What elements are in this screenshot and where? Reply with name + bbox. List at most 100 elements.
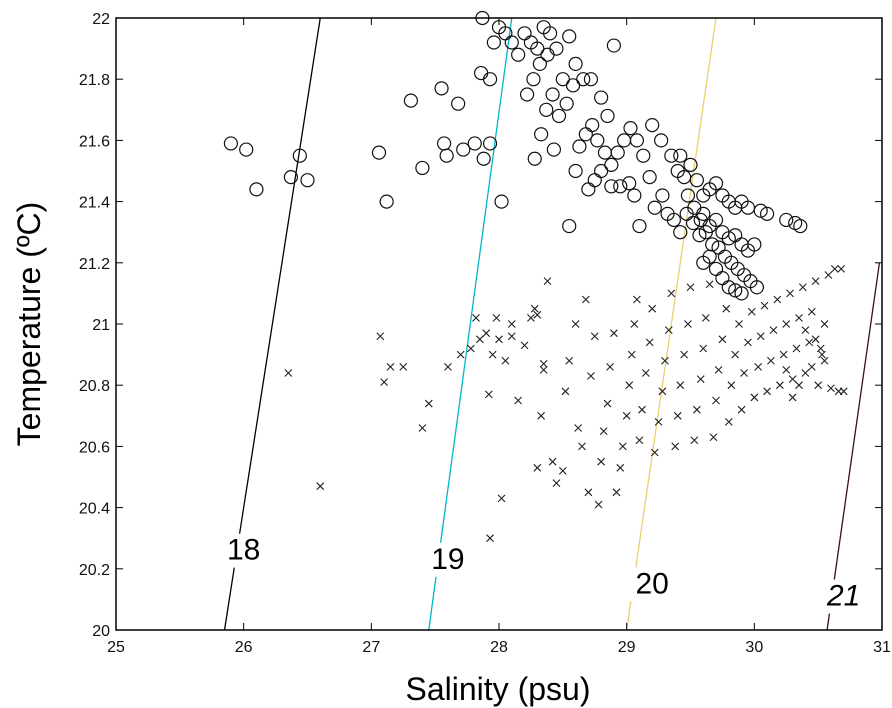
circle-point xyxy=(546,142,561,157)
circle-point xyxy=(572,139,587,154)
cross-point xyxy=(507,332,516,341)
cross-point xyxy=(514,396,523,405)
cross-point xyxy=(727,381,736,390)
isopycnal-label-19: 19 xyxy=(431,543,464,576)
cross-point xyxy=(788,393,797,402)
circle-point xyxy=(467,136,482,151)
cross-point xyxy=(801,369,810,377)
cross-point xyxy=(705,280,714,289)
cross-point xyxy=(760,301,769,310)
x-tick-label: 29 xyxy=(618,639,636,656)
cross-point xyxy=(807,307,816,316)
isopycnal-label-21: 21 xyxy=(826,580,860,613)
circle-point xyxy=(585,117,600,133)
y-tick-label: 21 xyxy=(92,317,110,334)
cross-point xyxy=(558,466,567,475)
y-tick-label: 22 xyxy=(92,11,110,28)
cross-point xyxy=(386,362,395,371)
y-tick-label: 21.8 xyxy=(79,72,110,89)
cross-point xyxy=(718,335,727,344)
cross-point xyxy=(376,332,385,341)
x-tick-label: 28 xyxy=(490,639,508,656)
cross-point xyxy=(497,494,506,503)
cross-point xyxy=(712,396,720,405)
circle-point xyxy=(613,179,628,194)
x-tick-label: 26 xyxy=(235,639,253,656)
circle-point xyxy=(600,108,615,124)
cross-point xyxy=(552,479,561,488)
cross-point xyxy=(827,384,835,393)
circle-point xyxy=(568,56,583,72)
cross-point xyxy=(805,338,814,347)
cross-point xyxy=(507,320,516,328)
cross-point xyxy=(616,463,625,472)
circle-point xyxy=(636,148,651,163)
circle-point xyxy=(594,90,609,105)
circle-point xyxy=(590,133,605,148)
circle-point xyxy=(702,249,717,264)
cross-point xyxy=(472,313,480,322)
cross-point xyxy=(792,344,801,353)
circle-point xyxy=(292,148,307,163)
axis-ticks: 25 26 27 28 29 30 31 20 20.2 20.4 20.6 20.8 21 21.2 21… xyxy=(79,11,891,656)
y-tick-label: 21.4 xyxy=(79,195,110,212)
circle-point xyxy=(604,179,619,194)
circle-point xyxy=(654,133,669,148)
circle-point xyxy=(223,136,238,151)
cross-point xyxy=(756,332,765,341)
circle-point xyxy=(664,148,679,163)
circle-point xyxy=(534,127,549,142)
circle-point xyxy=(568,163,583,179)
circle-point xyxy=(476,151,491,166)
cross-point xyxy=(622,411,631,420)
cross-point xyxy=(744,338,752,347)
cross-point xyxy=(316,482,325,491)
cross-point xyxy=(574,424,583,432)
circle-point xyxy=(542,26,558,41)
cross-point xyxy=(782,320,791,328)
cross-point xyxy=(467,344,475,353)
circle-point xyxy=(532,56,547,72)
circle-point xyxy=(647,200,662,215)
cross-point xyxy=(795,313,803,322)
cross-point xyxy=(686,283,695,292)
cross-point xyxy=(673,411,682,420)
cross-point xyxy=(599,427,608,435)
isopycnal-label-bg xyxy=(628,567,677,602)
x-tick-label: 30 xyxy=(745,639,763,656)
circle-point xyxy=(685,215,701,231)
cross-point xyxy=(798,283,807,292)
circle-point xyxy=(583,72,599,87)
circle-point xyxy=(504,35,519,50)
y-tick-label: 20 xyxy=(92,623,110,640)
isopycnal-label-bg xyxy=(423,542,472,577)
isopycnal-line-18 xyxy=(223,17,321,631)
circle-point xyxy=(555,72,570,87)
circle-point xyxy=(642,170,657,185)
cross-point xyxy=(638,405,646,414)
circle-point xyxy=(562,218,577,234)
cross-point xyxy=(581,295,590,304)
cross-point xyxy=(486,534,494,543)
circle-point xyxy=(606,38,622,53)
cross-point xyxy=(837,265,846,273)
isopycnal-line-19 xyxy=(428,17,513,631)
circle-point xyxy=(632,218,647,234)
cross-point xyxy=(501,356,510,365)
circle-point xyxy=(300,173,315,188)
cross-point xyxy=(537,411,546,420)
circle-point xyxy=(482,72,498,87)
x-axis-title: Salinity (psu) xyxy=(406,671,591,707)
circle-point xyxy=(451,96,466,111)
data-markers xyxy=(223,10,848,543)
cross-point xyxy=(779,350,788,359)
cross-point xyxy=(775,381,784,390)
cross-point xyxy=(763,387,771,396)
cross-point xyxy=(606,362,614,371)
cross-point xyxy=(661,356,669,365)
isopycnal-line-20 xyxy=(626,17,717,631)
cross-point xyxy=(818,350,826,359)
circle-point xyxy=(680,188,696,203)
y-tick-label: 20.8 xyxy=(79,378,110,395)
circle-point xyxy=(623,121,638,136)
